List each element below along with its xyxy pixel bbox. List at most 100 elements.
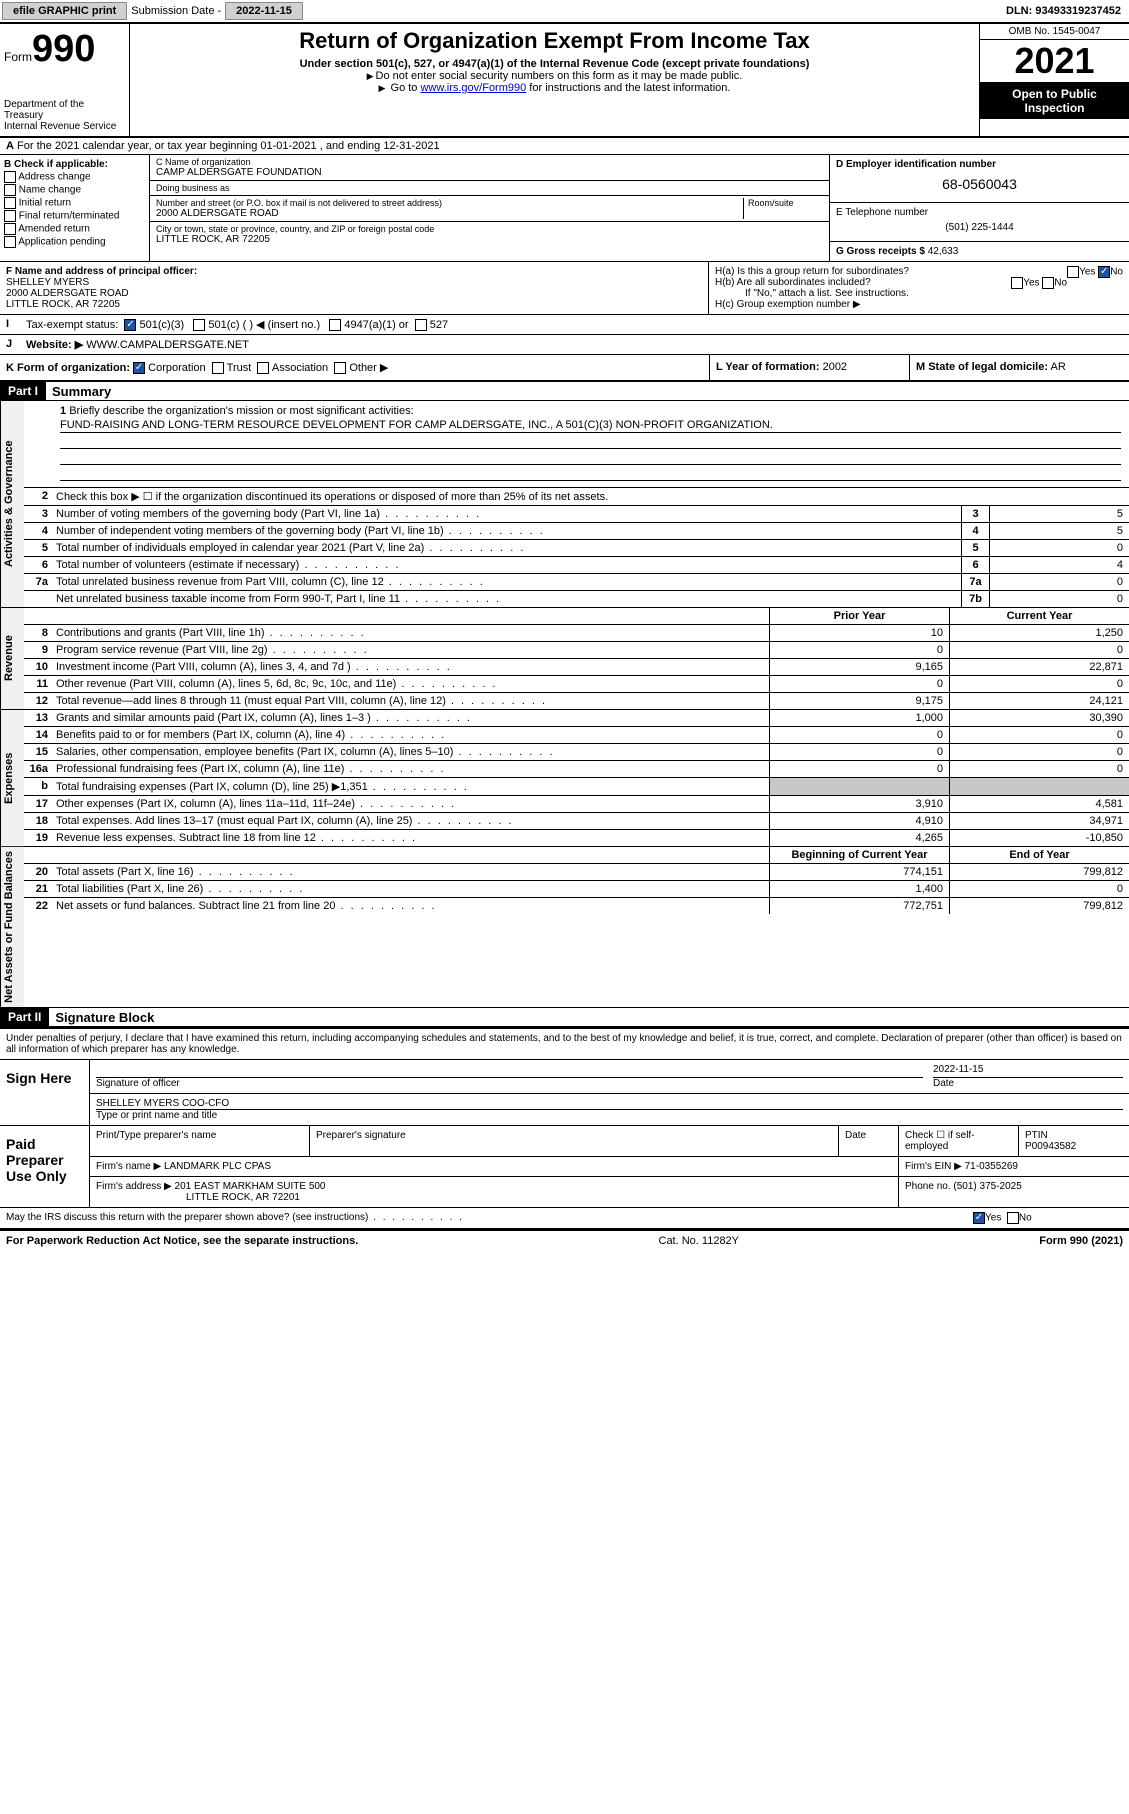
vtab-net-assets: Net Assets or Fund Balances	[0, 847, 24, 1007]
firm-addr1: 201 EAST MARKHAM SUITE 500	[175, 1181, 326, 1192]
data-row: bTotal fundraising expenses (Part IX, co…	[24, 778, 1129, 796]
chk-final-return[interactable]: Final return/terminated	[4, 210, 145, 222]
row-a-tax-year: A For the 2021 calendar year, or tax yea…	[0, 138, 1129, 155]
data-row: 11Other revenue (Part VIII, column (A), …	[24, 676, 1129, 693]
officer-name-title: SHELLEY MYERS COO-CFO	[96, 1098, 1123, 1110]
submission-date-button[interactable]: 2022-11-15	[225, 2, 303, 20]
efile-print-button[interactable]: efile GRAPHIC print	[2, 2, 127, 20]
chk-initial-return[interactable]: Initial return	[4, 197, 145, 209]
section-revenue: Revenue Prior Year Current Year 8Contrib…	[0, 608, 1129, 710]
chk-527[interactable]	[415, 319, 427, 331]
form-number: Form990	[4, 28, 125, 71]
chk-discuss-yes[interactable]: ✓	[973, 1212, 985, 1224]
irs-link[interactable]: www.irs.gov/Form990	[420, 82, 526, 94]
chk-4947[interactable]	[329, 319, 341, 331]
chk-other[interactable]	[334, 362, 346, 374]
page-footer: For Paperwork Reduction Act Notice, see …	[0, 1230, 1129, 1251]
submission-label: Submission Date -	[131, 5, 221, 17]
section-governance: Activities & Governance 1 Briefly descri…	[0, 401, 1129, 608]
section-i: I Tax-exempt status: ✓ 501(c)(3) 501(c) …	[0, 315, 1129, 335]
gov-row: Net unrelated business taxable income fr…	[24, 591, 1129, 607]
ein-label: D Employer identification number	[836, 159, 996, 170]
gov-row: 5Total number of individuals employed in…	[24, 540, 1129, 557]
firm-addr2: LITTLE ROCK, AR 72201	[96, 1192, 300, 1203]
org-name-label: C Name of organization	[156, 157, 823, 167]
data-row: 9Program service revenue (Part VIII, lin…	[24, 642, 1129, 659]
org-name: CAMP ALDERSGATE FOUNDATION	[156, 167, 823, 178]
section-expenses: Expenses 13Grants and similar amounts pa…	[0, 710, 1129, 847]
section-klm: K Form of organization: ✓ Corporation Tr…	[0, 355, 1129, 382]
city-label: City or town, state or province, country…	[156, 224, 823, 234]
omb-number: OMB No. 1545-0047	[980, 24, 1129, 40]
data-row: 13Grants and similar amounts paid (Part …	[24, 710, 1129, 727]
city-value: LITTLE ROCK, AR 72205	[156, 234, 823, 245]
data-row: 20Total assets (Part X, line 16)774,1517…	[24, 864, 1129, 881]
vtab-governance: Activities & Governance	[0, 401, 24, 607]
addr-value: 2000 ALDERSGATE ROAD	[156, 208, 743, 219]
section-j: J Website: ▶ WWW.CAMPALDERSGATE.NET	[0, 335, 1129, 355]
dept-irs: Internal Revenue Service	[4, 121, 125, 132]
gov-row: 4Number of independent voting members of…	[24, 523, 1129, 540]
section-k: K Form of organization: ✓ Corporation Tr…	[0, 355, 709, 380]
gov-row: 3Number of voting members of the governi…	[24, 506, 1129, 523]
data-row: 14Benefits paid to or for members (Part …	[24, 727, 1129, 744]
section-l: L Year of formation: 2002	[709, 355, 909, 380]
header-mid: Return of Organization Exempt From Incom…	[130, 24, 979, 136]
gross-receipts-label: G Gross receipts $	[836, 246, 925, 257]
vtab-revenue: Revenue	[0, 608, 24, 709]
data-row: 18Total expenses. Add lines 13–17 (must …	[24, 813, 1129, 830]
form-subtitle: Under section 501(c), 527, or 4947(a)(1)…	[138, 58, 971, 70]
phone-value: (501) 225-1444	[836, 218, 1123, 237]
chk-association[interactable]	[257, 362, 269, 374]
may-irs-discuss: May the IRS discuss this return with the…	[0, 1208, 1129, 1230]
chk-corporation[interactable]: ✓	[133, 362, 145, 374]
sign-here-label: Sign Here	[0, 1060, 90, 1125]
chk-discuss-no[interactable]	[1007, 1212, 1019, 1224]
officer-name: SHELLEY MYERS	[6, 277, 89, 288]
section-b: B Check if applicable: Address change Na…	[0, 155, 150, 261]
phone-label: E Telephone number	[836, 207, 1123, 218]
header-right: OMB No. 1545-0047 2021 Open to Public In…	[979, 24, 1129, 136]
section-m: M State of legal domicile: AR	[909, 355, 1129, 380]
perjury-declaration: Under penalties of perjury, I declare th…	[0, 1029, 1129, 1060]
form-title: Return of Organization Exempt From Incom…	[138, 28, 971, 54]
section-h: H(a) Is this a group return for subordin…	[709, 262, 1129, 314]
revenue-col-header: Prior Year Current Year	[24, 608, 1129, 625]
footer-form: Form 990 (2021)	[1039, 1235, 1123, 1247]
paid-preparer-label: Paid Preparer Use Only	[0, 1126, 90, 1207]
note-ssn: Do not enter social security numbers on …	[138, 70, 971, 82]
data-row: 10Investment income (Part VIII, column (…	[24, 659, 1129, 676]
section-net-assets: Net Assets or Fund Balances Beginning of…	[0, 847, 1129, 1008]
ptin-value: P00943582	[1025, 1141, 1076, 1152]
form-header: Form990 Department of the Treasury Inter…	[0, 24, 1129, 138]
part1-header: Part I Summary	[0, 382, 1129, 401]
officer-addr2: LITTLE ROCK, AR 72205	[6, 299, 120, 310]
room-label: Room/suite	[748, 198, 823, 208]
chk-trust[interactable]	[212, 362, 224, 374]
gov-row: 7aTotal unrelated business revenue from …	[24, 574, 1129, 591]
net-col-header: Beginning of Current Year End of Year	[24, 847, 1129, 864]
addr-label: Number and street (or P.O. box if mail i…	[156, 198, 743, 208]
data-row: 8Contributions and grants (Part VIII, li…	[24, 625, 1129, 642]
paid-preparer-block: Paid Preparer Use Only Print/Type prepar…	[0, 1126, 1129, 1208]
data-row: 21Total liabilities (Part X, line 26)1,4…	[24, 881, 1129, 898]
data-row: 15Salaries, other compensation, employee…	[24, 744, 1129, 761]
data-row: 17Other expenses (Part IX, column (A), l…	[24, 796, 1129, 813]
line2: 2Check this box ▶ ☐ if the organization …	[24, 488, 1129, 506]
mission-text: FUND-RAISING AND LONG-TERM RESOURCE DEVE…	[60, 419, 1121, 433]
chk-amended-return[interactable]: Amended return	[4, 223, 145, 235]
firm-name: LANDMARK PLC CPAS	[164, 1161, 271, 1172]
chk-address-change[interactable]: Address change	[4, 171, 145, 183]
sign-here-block: Sign Here Signature of officer 2022-11-1…	[0, 1060, 1129, 1126]
chk-name-change[interactable]: Name change	[4, 184, 145, 196]
dept-treasury: Department of the Treasury	[4, 99, 125, 121]
chk-501c[interactable]	[193, 319, 205, 331]
officer-addr1: 2000 ALDERSGATE ROAD	[6, 288, 129, 299]
footer-left: For Paperwork Reduction Act Notice, see …	[6, 1235, 358, 1247]
note-link: Go to www.irs.gov/Form990 for instructio…	[138, 82, 971, 94]
section-d-e-g: D Employer identification number 68-0560…	[829, 155, 1129, 261]
chk-501c3[interactable]: ✓	[124, 319, 136, 331]
data-row: 19Revenue less expenses. Subtract line 1…	[24, 830, 1129, 846]
section-f-h: F Name and address of principal officer:…	[0, 262, 1129, 315]
chk-application-pending[interactable]: Application pending	[4, 236, 145, 248]
